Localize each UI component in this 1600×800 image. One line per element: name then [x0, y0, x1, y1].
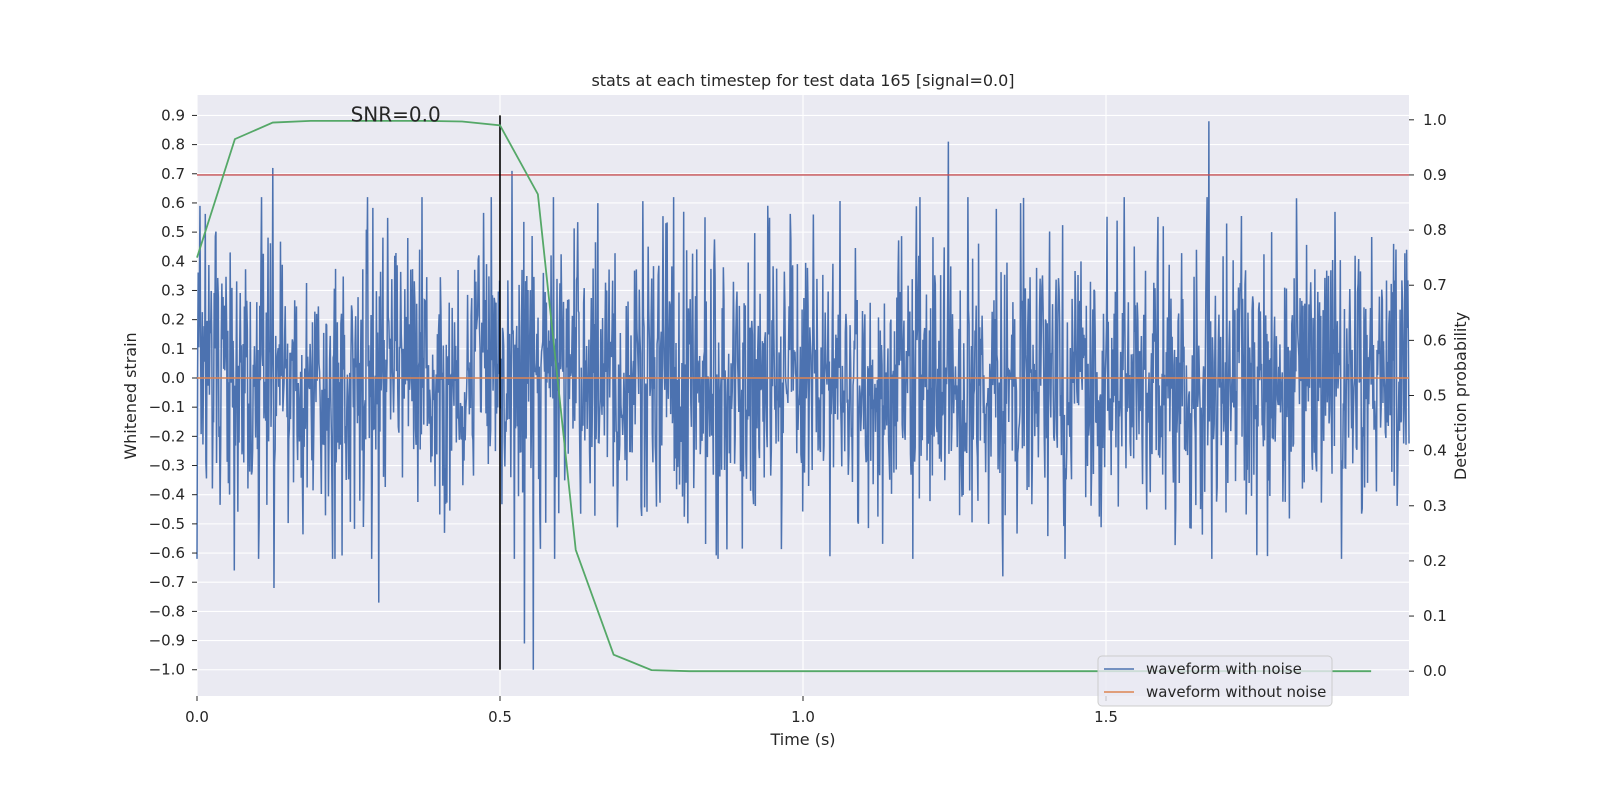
y-right-tick-label: 0.1: [1423, 607, 1447, 625]
y-left-tick-label: 0.3: [161, 281, 185, 299]
y-right-tick-label: 1.0: [1423, 111, 1447, 129]
y-right-tick-label: 0.7: [1423, 276, 1447, 294]
y-left-tick-label: −0.3: [149, 457, 185, 475]
x-axis-label: Time (s): [769, 730, 835, 749]
legend: waveform with noise waveform without noi…: [1097, 655, 1333, 707]
x-tick-label: 0.5: [488, 708, 512, 726]
y-left-tick-label: 0.2: [161, 311, 185, 329]
y-left-tick-label: −0.5: [149, 515, 185, 533]
y-right-tick-label: 0.0: [1423, 662, 1447, 680]
y-left-tick-label: 0.4: [161, 252, 185, 270]
y-left-tick-label: −1.0: [149, 661, 185, 679]
y-left-tick-label: −0.1: [149, 398, 185, 416]
y-right-tick-label: 0.9: [1423, 166, 1447, 184]
legend-box: [1097, 655, 1333, 707]
y-right-tick-label: 0.4: [1423, 442, 1447, 460]
y-left-tick-label: −0.2: [149, 427, 185, 445]
series-waveform-with-noise: [196, 121, 1410, 670]
y-left-tick-label: −0.4: [149, 486, 185, 504]
x-tick-label: 1.0: [791, 708, 815, 726]
y-axis-label-right: Detection probability: [1451, 312, 1470, 480]
series-detection-probability: [196, 120, 1372, 673]
snr-annotation: SNR=0.0: [351, 102, 441, 126]
x-tick-label: 0.0: [185, 708, 209, 726]
y-left-tick-label: 0.9: [161, 106, 185, 124]
y-left-tick-label: 0.6: [161, 194, 185, 212]
y-left-tick-label: 0.8: [161, 136, 185, 154]
y-right-tick-label: 0.8: [1423, 221, 1447, 239]
right-axis-ticks: 1.0 0.9 0.8 0.7 0.6 0.5 0.4 0.3 0.2 0.1 0.0: [1409, 111, 1447, 680]
y-left-tick-label: −0.9: [149, 632, 185, 650]
y-left-tick-label: 0.1: [161, 340, 185, 358]
y-right-tick-label: 0.3: [1423, 497, 1447, 515]
y-axis-label-left: Whitened strain: [121, 332, 140, 459]
y-right-tick-label: 0.2: [1423, 552, 1447, 570]
y-left-tick-label: −0.6: [149, 544, 185, 562]
y-right-tick-label: 0.5: [1423, 387, 1447, 405]
left-axis-ticks: 0.9 0.8 0.7 0.6 0.5 0.4 0.3 0.2 0.1 0.0 −0.1 −0.2 −0…: [149, 106, 197, 679]
y-left-tick-label: 0.7: [161, 165, 185, 183]
legend-label-noisy: waveform with noise: [1146, 660, 1302, 678]
y-left-tick-label: −0.8: [149, 602, 185, 620]
y-left-tick-label: 0.5: [161, 223, 185, 241]
legend-label-clean: waveform without noise: [1146, 683, 1326, 701]
series-layer: [196, 115, 1410, 673]
y-left-tick-label: 0.0: [161, 369, 185, 387]
chart-title: stats at each timestep for test data 165…: [591, 71, 1014, 90]
y-right-tick-label: 0.6: [1423, 331, 1447, 349]
y-left-tick-label: −0.7: [149, 573, 185, 591]
x-tick-label: 1.5: [1094, 708, 1118, 726]
bottom-axis-ticks: 0.0 0.5 1.0 1.5: [185, 696, 1118, 726]
